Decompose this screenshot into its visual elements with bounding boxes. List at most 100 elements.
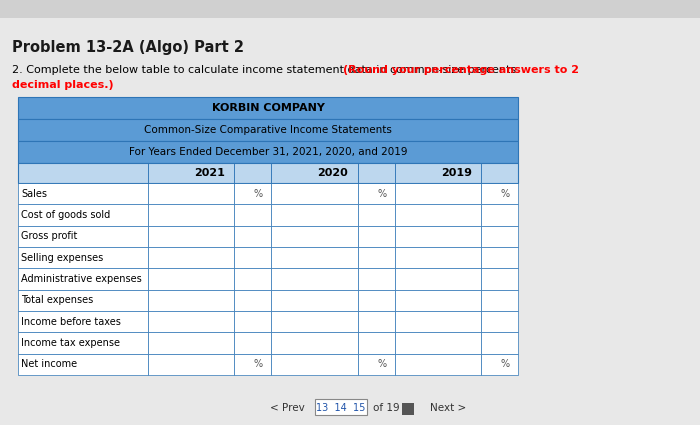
Bar bbox=[481, 183, 518, 204]
Bar bbox=[148, 204, 234, 226]
Bar bbox=[358, 163, 395, 183]
Bar bbox=[395, 311, 481, 332]
Bar bbox=[358, 268, 395, 290]
Text: of 19: of 19 bbox=[373, 403, 400, 413]
Bar bbox=[481, 204, 518, 226]
Bar bbox=[272, 226, 358, 247]
Bar bbox=[358, 311, 395, 332]
Text: Common-Size Comparative Income Statements: Common-Size Comparative Income Statement… bbox=[144, 125, 392, 135]
Bar bbox=[148, 332, 234, 354]
Bar bbox=[358, 332, 395, 354]
Text: Sales: Sales bbox=[21, 189, 47, 198]
Bar bbox=[234, 226, 272, 247]
Bar bbox=[18, 332, 148, 354]
Bar bbox=[18, 247, 148, 268]
Text: %: % bbox=[377, 189, 386, 198]
Bar bbox=[395, 247, 481, 268]
Text: Administrative expenses: Administrative expenses bbox=[21, 274, 141, 284]
Text: Problem 13-2A (Algo) Part 2: Problem 13-2A (Algo) Part 2 bbox=[12, 40, 244, 55]
Text: %: % bbox=[254, 359, 263, 369]
Bar bbox=[18, 268, 148, 290]
Bar bbox=[18, 97, 518, 119]
Bar bbox=[234, 204, 272, 226]
Text: Gross profit: Gross profit bbox=[21, 231, 78, 241]
Bar bbox=[18, 226, 148, 247]
Text: Cost of goods sold: Cost of goods sold bbox=[21, 210, 111, 220]
Bar bbox=[272, 354, 358, 375]
Bar bbox=[402, 403, 414, 415]
Text: Selling expenses: Selling expenses bbox=[21, 253, 104, 263]
Bar bbox=[148, 354, 234, 375]
Bar bbox=[18, 119, 518, 141]
Text: Total expenses: Total expenses bbox=[21, 295, 93, 305]
Text: decimal places.): decimal places.) bbox=[12, 80, 113, 90]
Bar bbox=[358, 290, 395, 311]
Text: For Years Ended December 31, 2021, 2020, and 2019: For Years Ended December 31, 2021, 2020,… bbox=[129, 147, 407, 157]
Bar bbox=[315, 399, 367, 415]
Bar bbox=[358, 226, 395, 247]
Bar bbox=[358, 354, 395, 375]
Bar bbox=[0, 0, 700, 18]
Text: < Prev: < Prev bbox=[270, 403, 304, 413]
Bar bbox=[18, 290, 148, 311]
Bar bbox=[234, 183, 272, 204]
Bar bbox=[395, 332, 481, 354]
Bar bbox=[395, 163, 481, 183]
Bar bbox=[272, 163, 358, 183]
Bar bbox=[234, 247, 272, 268]
Bar bbox=[18, 204, 148, 226]
Text: Income tax expense: Income tax expense bbox=[21, 338, 120, 348]
Bar bbox=[148, 226, 234, 247]
Bar bbox=[358, 247, 395, 268]
Bar bbox=[18, 163, 148, 183]
Bar bbox=[234, 163, 272, 183]
Text: Next >: Next > bbox=[430, 403, 466, 413]
Bar bbox=[272, 332, 358, 354]
Bar bbox=[234, 290, 272, 311]
Text: 2019: 2019 bbox=[441, 168, 472, 178]
Bar bbox=[395, 226, 481, 247]
Text: 2020: 2020 bbox=[318, 168, 349, 178]
Bar bbox=[148, 290, 234, 311]
Bar bbox=[272, 268, 358, 290]
Bar bbox=[18, 183, 148, 204]
Bar bbox=[272, 290, 358, 311]
Text: KORBIN COMPANY: KORBIN COMPANY bbox=[211, 103, 324, 113]
Bar bbox=[481, 354, 518, 375]
Bar bbox=[148, 183, 234, 204]
Text: 2. Complete the below table to calculate income statement data in common-size pe: 2. Complete the below table to calculate… bbox=[12, 65, 524, 75]
Bar bbox=[481, 163, 518, 183]
Bar bbox=[395, 268, 481, 290]
Bar bbox=[18, 311, 148, 332]
Bar bbox=[18, 354, 148, 375]
Bar bbox=[272, 247, 358, 268]
Bar bbox=[481, 290, 518, 311]
Bar bbox=[358, 204, 395, 226]
Bar bbox=[481, 332, 518, 354]
Bar bbox=[272, 311, 358, 332]
Bar bbox=[148, 311, 234, 332]
Bar bbox=[395, 290, 481, 311]
Text: %: % bbox=[500, 359, 510, 369]
Bar bbox=[234, 311, 272, 332]
Bar bbox=[481, 247, 518, 268]
Bar bbox=[148, 163, 234, 183]
Text: %: % bbox=[254, 189, 263, 198]
Bar bbox=[18, 141, 518, 163]
Bar bbox=[18, 163, 518, 183]
Bar bbox=[148, 268, 234, 290]
Bar bbox=[234, 354, 272, 375]
Bar bbox=[272, 183, 358, 204]
Text: 13  14  15: 13 14 15 bbox=[316, 403, 365, 413]
Text: %: % bbox=[500, 189, 510, 198]
Bar bbox=[481, 268, 518, 290]
Text: Income before taxes: Income before taxes bbox=[21, 317, 121, 327]
Bar bbox=[148, 247, 234, 268]
Bar bbox=[481, 311, 518, 332]
Text: Net income: Net income bbox=[21, 359, 77, 369]
Bar bbox=[234, 332, 272, 354]
Text: (Round your percentage answers to 2: (Round your percentage answers to 2 bbox=[343, 65, 579, 75]
Text: 2021: 2021 bbox=[194, 168, 225, 178]
Bar bbox=[481, 226, 518, 247]
Bar bbox=[395, 354, 481, 375]
